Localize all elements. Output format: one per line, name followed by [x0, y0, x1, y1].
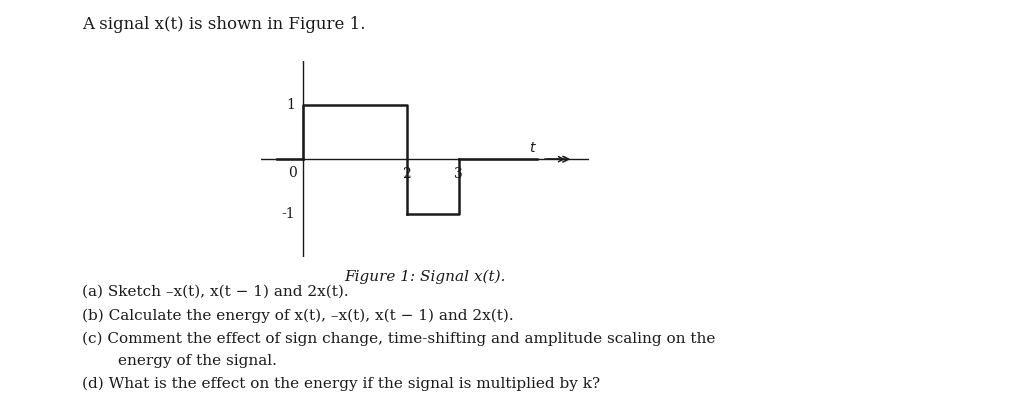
Text: (c) Comment the effect of sign change, time-shifting and amplitude scaling on th: (c) Comment the effect of sign change, t…	[82, 332, 716, 347]
Text: energy of the signal.: energy of the signal.	[118, 354, 276, 369]
Text: A signal x(t) is shown in Figure 1.: A signal x(t) is shown in Figure 1.	[82, 16, 366, 33]
Text: -1: -1	[282, 207, 295, 221]
Text: 2: 2	[402, 167, 411, 181]
Text: 3: 3	[455, 167, 463, 181]
Text: 1: 1	[286, 97, 295, 112]
Text: $t$: $t$	[529, 141, 537, 155]
Text: (d) What is the effect on the energy if the signal is multiplied by k?: (d) What is the effect on the energy if …	[82, 376, 600, 391]
Text: (a) Sketch –x(t), x(t − 1) and 2x(t).: (a) Sketch –x(t), x(t − 1) and 2x(t).	[82, 285, 348, 299]
Text: 0: 0	[288, 166, 297, 180]
Text: (b) Calculate the energy of x(t), –x(t), x(t − 1) and 2x(t).: (b) Calculate the energy of x(t), –x(t),…	[82, 309, 514, 323]
Text: Figure 1: Signal x(t).: Figure 1: Signal x(t).	[344, 269, 506, 284]
